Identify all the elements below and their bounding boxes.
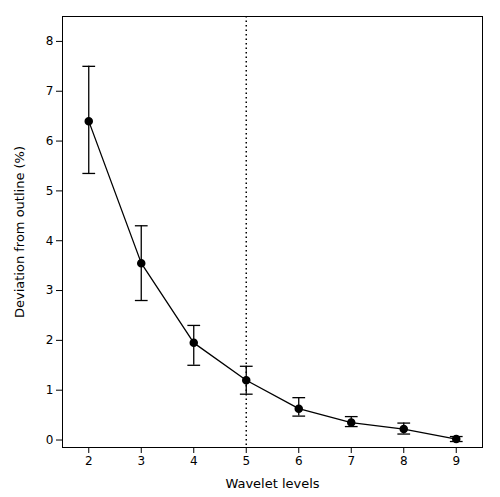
- svg-text:8: 8: [46, 34, 54, 48]
- svg-text:8: 8: [400, 454, 408, 468]
- svg-text:2: 2: [46, 333, 54, 347]
- svg-text:3: 3: [46, 283, 54, 297]
- svg-text:5: 5: [242, 454, 250, 468]
- svg-text:4: 4: [46, 234, 54, 248]
- svg-text:9: 9: [452, 454, 460, 468]
- svg-text:7: 7: [46, 84, 54, 98]
- svg-text:6: 6: [46, 134, 54, 148]
- svg-text:5: 5: [46, 184, 54, 198]
- svg-text:7: 7: [347, 454, 355, 468]
- svg-text:Deviation from outline (%): Deviation from outline (%): [12, 146, 27, 318]
- svg-text:6: 6: [295, 454, 303, 468]
- svg-text:4: 4: [190, 454, 198, 468]
- svg-text:0: 0: [46, 433, 54, 447]
- svg-text:3: 3: [137, 454, 145, 468]
- svg-text:Wavelet levels: Wavelet levels: [225, 476, 319, 491]
- svg-text:1: 1: [46, 383, 54, 397]
- svg-text:2: 2: [85, 454, 93, 468]
